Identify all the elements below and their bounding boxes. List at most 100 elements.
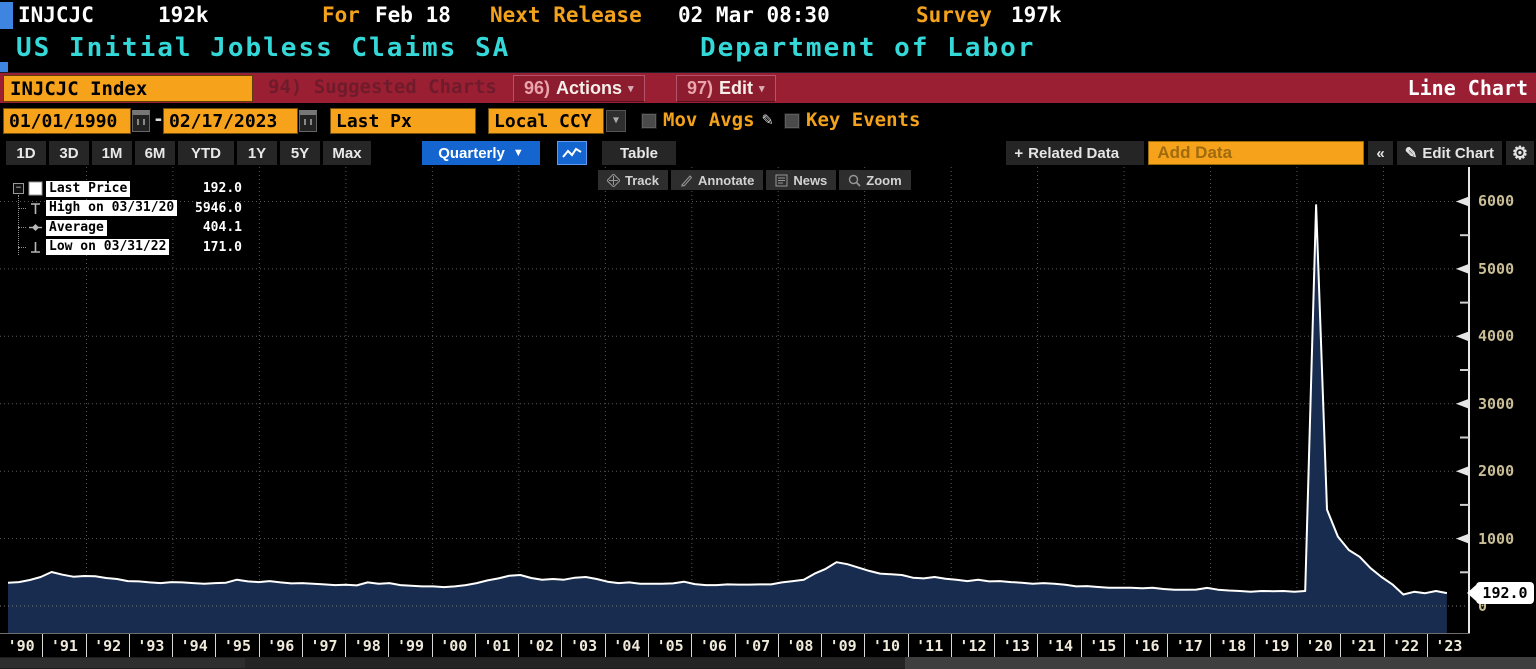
edit-button[interactable]: 97) Edit ▾ <box>676 75 776 102</box>
chart-controls-cluster: + Related Data « ✎ Edit Chart ⚙ <box>1006 141 1534 165</box>
data-source: Department of Labor <box>700 33 1036 63</box>
calendar-icon[interactable] <box>299 110 317 132</box>
last-price-badge: 192.0 <box>1467 582 1534 605</box>
x-axis-year-label: '04 <box>604 634 648 657</box>
frequency-dropdown[interactable]: Quarterly ▼ <box>422 141 540 165</box>
x-axis-year-label: '93 <box>128 634 172 657</box>
x-axis-year-label: '01 <box>474 634 518 657</box>
x-axis-year-label: '07 <box>734 634 778 657</box>
next-release-value: 02 Mar 08:30 <box>678 3 830 27</box>
scrollbar-thumb[interactable] <box>905 657 1536 669</box>
x-axis-year-label: '99 <box>388 634 431 657</box>
track-button[interactable]: Track <box>598 170 668 190</box>
key-events-label[interactable]: Key Events <box>806 109 921 131</box>
x-axis-year-label: '12 <box>950 634 994 657</box>
legend-expander[interactable]: − <box>13 183 24 194</box>
x-axis-year-label: '06 <box>691 634 734 657</box>
table-button[interactable]: Table <box>602 141 676 165</box>
zoom-button[interactable]: Zoom <box>839 170 911 190</box>
x-axis-year-label: '18 <box>1210 634 1253 657</box>
period-tab-max[interactable]: Max <box>323 141 371 165</box>
x-axis-year-label: '21 <box>1340 634 1383 657</box>
low-marker-icon <box>28 240 46 255</box>
price-type-field[interactable]: Last Px <box>330 108 476 134</box>
x-axis-year-label: '08 <box>777 634 821 657</box>
calendar-icon[interactable] <box>132 110 150 132</box>
settings-bar: - Last Px Local CCY ▼ Mov Avgs ✎ Key Eve… <box>0 105 1536 138</box>
horizontal-scrollbar[interactable] <box>0 657 1536 669</box>
legend-row-avg: Average 404.1 <box>6 218 242 238</box>
scrollbar-segment[interactable] <box>0 658 245 668</box>
period-tab-5y[interactable]: 5Y <box>280 141 320 165</box>
period-bar: 1D 3D 1M 6M YTD 1Y 5Y Max Quarterly ▼ Table + R… <box>0 140 1536 167</box>
swatch-marker-icon <box>28 181 46 196</box>
period-tab-1m[interactable]: 1M <box>92 141 132 165</box>
period-tab-1y[interactable]: 1Y <box>237 141 277 165</box>
currency-field[interactable]: Local CCY <box>488 108 604 134</box>
scrollbar-segment[interactable] <box>245 658 905 668</box>
edit-chart-label: Edit Chart <box>1422 144 1494 162</box>
period-tab-1d[interactable]: 1D <box>6 141 46 165</box>
date-to-input[interactable] <box>163 108 298 134</box>
x-axis-year-label: '92 <box>85 634 129 657</box>
ticker-header-row: INJCJC 192k For Feb 18 Next Release 02 M… <box>0 0 1536 30</box>
security-name: US Initial Jobless Claims SA <box>16 33 511 63</box>
x-axis-year-label: '03 <box>561 634 604 657</box>
track-label: Track <box>625 172 659 188</box>
key-events-checkbox[interactable] <box>784 113 800 129</box>
legend-label: Last Price <box>46 180 131 197</box>
y-axis-tick-label: 5000 <box>1478 259 1515 278</box>
annotate-button[interactable]: Annotate <box>670 170 764 190</box>
chart-canvas[interactable] <box>0 167 1536 669</box>
chart-style-button[interactable] <box>557 141 587 165</box>
add-data-input[interactable] <box>1148 141 1365 165</box>
legend-tree-cell <box>6 238 28 258</box>
legend-tree-stub <box>18 227 26 228</box>
y-axis-tick-label: 6000 <box>1478 192 1515 211</box>
high-marker-icon <box>28 201 46 216</box>
pencil-icon[interactable]: ✎ <box>762 109 773 130</box>
legend-tree-cell <box>6 199 28 219</box>
collapse-panel-button[interactable]: « <box>1368 141 1393 165</box>
survey-value: 197k <box>1011 3 1062 27</box>
x-axis-year-label: '05 <box>647 634 691 657</box>
date-from-input[interactable] <box>3 108 131 134</box>
chart-type-label: Line Chart <box>1407 76 1528 100</box>
legend-row-high: High on 03/31/20 5946.0 <box>6 199 242 219</box>
x-axis-year-label: '19 <box>1253 634 1297 657</box>
legend-tree-line <box>18 195 19 255</box>
security-input[interactable] <box>3 75 253 102</box>
x-axis-year-label: '90 <box>7 636 35 655</box>
period-tab-3d[interactable]: 3D <box>49 141 89 165</box>
currency-dropdown-button[interactable]: ▼ <box>606 110 626 132</box>
edit-chart-button[interactable]: ✎ Edit Chart <box>1396 141 1502 165</box>
for-date: Feb 18 <box>375 3 451 27</box>
edit-number: 97) <box>687 78 714 98</box>
actions-button[interactable]: 96) Actions ▾ <box>513 75 645 102</box>
legend-tree-stub <box>18 207 26 209</box>
chart-region: Track Annotate News Zoom − Last Price 192.0 H… <box>0 167 1536 669</box>
legend-label: Average <box>46 219 107 236</box>
legend-row-swatch: Last Price 192.0 <box>6 179 242 199</box>
mov-avgs-label[interactable]: Mov Avgs <box>663 109 755 131</box>
related-data-button[interactable]: + Related Data <box>1006 141 1145 165</box>
chevron-down-icon: ▾ <box>759 83 765 95</box>
suggested-charts-button[interactable]: 94) Suggested Charts <box>268 76 497 98</box>
news-button[interactable]: News <box>766 170 837 190</box>
legend-label: High on 03/31/20 <box>46 200 178 217</box>
next-release-label: Next Release <box>490 3 642 27</box>
line-chart-icon <box>562 147 582 158</box>
x-axis-year-label: '14 <box>1037 634 1080 657</box>
period-tab-6m[interactable]: 6M <box>135 141 175 165</box>
legend-tree-cell <box>6 179 28 199</box>
period-tabs: 1D 3D 1M 6M YTD 1Y 5Y Max <box>6 141 371 165</box>
legend-value: 5946.0 <box>195 200 242 216</box>
mov-avgs-checkbox[interactable] <box>641 113 657 129</box>
y-axis-tick-label: 2000 <box>1478 462 1515 481</box>
annotate-label: Annotate <box>697 172 755 188</box>
legend-tree-stub <box>18 246 26 248</box>
x-axis-year-label: '20 <box>1296 634 1340 657</box>
period-tab-ytd[interactable]: YTD <box>178 141 234 165</box>
gear-icon[interactable]: ⚙ <box>1506 141 1534 165</box>
x-axis-year-label: '98 <box>345 634 388 657</box>
